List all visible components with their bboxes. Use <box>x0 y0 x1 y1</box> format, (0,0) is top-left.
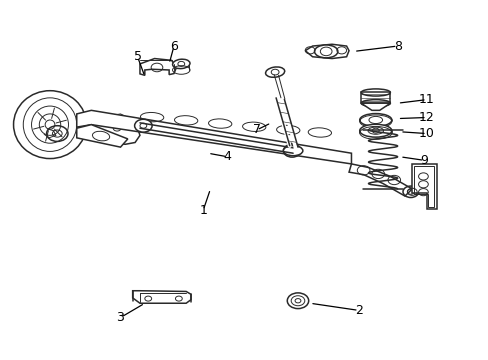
Text: 3: 3 <box>116 311 124 324</box>
Polygon shape <box>361 103 389 111</box>
Polygon shape <box>77 125 127 147</box>
Ellipse shape <box>115 123 136 141</box>
Text: 2: 2 <box>354 304 362 317</box>
Ellipse shape <box>283 146 302 156</box>
Text: 1: 1 <box>199 204 207 217</box>
Text: 12: 12 <box>418 111 434 124</box>
Bar <box>361 93 389 103</box>
Polygon shape <box>411 164 436 208</box>
Polygon shape <box>77 114 140 144</box>
Polygon shape <box>132 291 191 303</box>
Ellipse shape <box>287 293 308 309</box>
Ellipse shape <box>265 67 284 77</box>
Polygon shape <box>348 164 411 196</box>
Text: 7: 7 <box>252 123 260 136</box>
Polygon shape <box>111 114 127 128</box>
Text: 11: 11 <box>418 93 434 106</box>
Text: 6: 6 <box>170 40 178 53</box>
Text: 10: 10 <box>418 127 434 140</box>
Text: 8: 8 <box>393 40 401 53</box>
Ellipse shape <box>134 119 152 132</box>
Ellipse shape <box>359 113 391 126</box>
Text: 4: 4 <box>223 150 231 163</box>
Ellipse shape <box>283 144 300 157</box>
Ellipse shape <box>314 45 337 58</box>
Ellipse shape <box>172 59 190 69</box>
Polygon shape <box>305 44 348 59</box>
Polygon shape <box>77 111 351 164</box>
Text: 5: 5 <box>133 50 141 63</box>
Ellipse shape <box>359 124 391 137</box>
Polygon shape <box>140 59 176 75</box>
Text: 9: 9 <box>420 154 427 167</box>
